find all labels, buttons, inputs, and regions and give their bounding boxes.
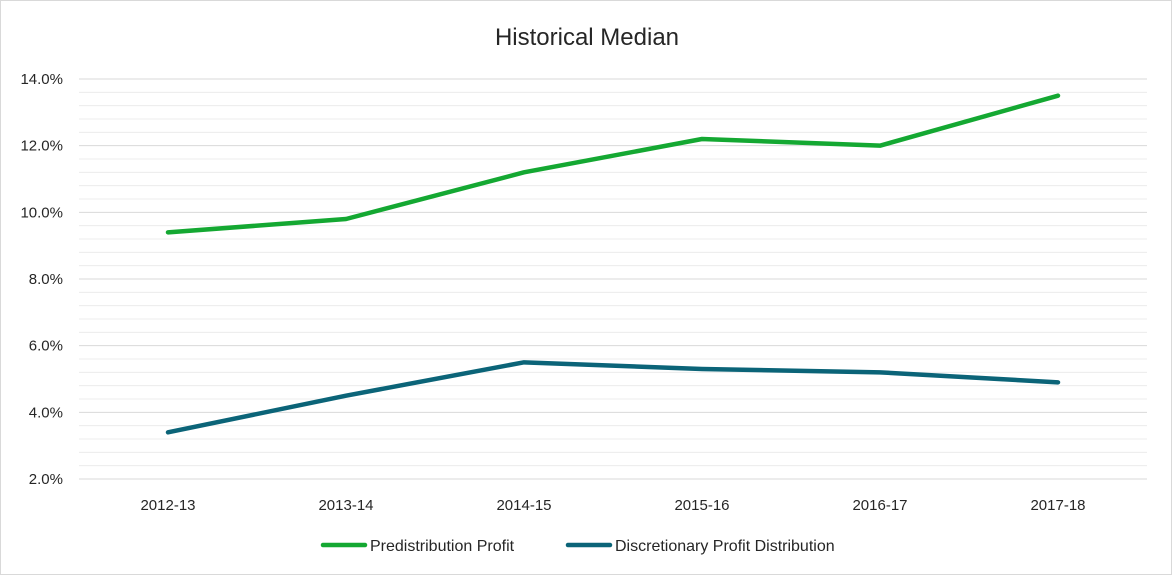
chart-title: Historical Median (495, 24, 679, 51)
series-line-2 (165, 360, 1061, 435)
y-tick-label: 8.0% (29, 271, 63, 288)
y-tick-label: 10.0% (20, 204, 63, 221)
legend-label-1: Predistribution Profit (370, 538, 515, 555)
y-tick-label: 14.0% (20, 71, 63, 88)
y-axis-ticks: 2.0% 4.0% 6.0% 8.0% 10.0% 12.0% 14.0% (20, 71, 63, 488)
x-tick-label: 2015-16 (674, 497, 729, 514)
y-tick-label: 6.0% (29, 338, 63, 355)
y-tick-label: 2.0% (29, 471, 63, 488)
legend: Predistribution Profit Discretionary Prof… (320, 538, 835, 555)
x-tick-label: 2014-15 (496, 497, 551, 514)
x-tick-label: 2016-17 (852, 497, 907, 514)
series-line-1 (165, 93, 1061, 235)
x-tick-label: 2017-18 (1030, 497, 1085, 514)
series-lines (165, 93, 1061, 435)
y-tick-label: 12.0% (20, 138, 63, 155)
y-tick-label: 4.0% (29, 404, 63, 421)
x-axis-ticks: 2012-13 2013-14 2014-15 2015-16 2016-17 2017-… (140, 497, 1085, 514)
legend-label-2: Discretionary Profit Distribution (615, 538, 835, 555)
x-tick-label: 2012-13 (140, 497, 195, 514)
x-tick-label: 2013-14 (318, 497, 373, 514)
